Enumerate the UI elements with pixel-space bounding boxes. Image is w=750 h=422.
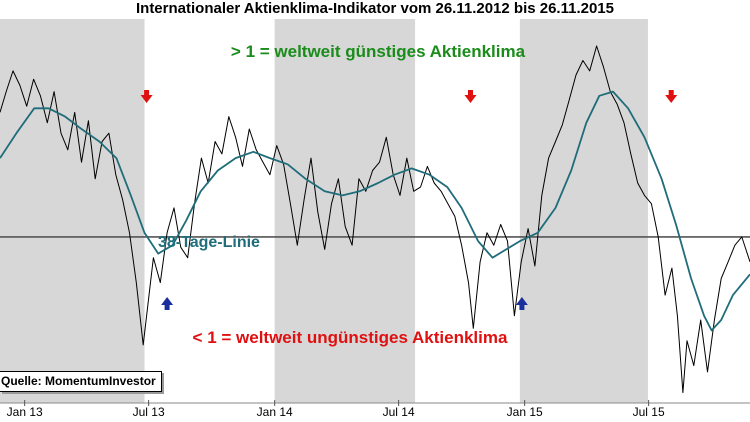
sell-signal-arrow-2 [464,90,477,103]
sell-signal-arrow-1 [140,90,153,103]
moving-average-line [0,90,750,332]
sell-signal-arrow-3 [665,90,678,103]
annotation-bottom: < 1 = weltweit ungünstiges Aktienklima [193,328,508,347]
tick-label-4: Jul 14 [383,405,415,419]
shaded-periods [0,19,648,403]
chart-title: Internationaler Aktienklima-Indikator vo… [135,0,614,17]
annotation-top: > 1 = weltweit günstiges Aktienklima [231,42,526,61]
tick-label-2: Jul 13 [133,405,165,419]
buy-signal-arrow-4 [161,297,174,310]
tick-label-5: Jan 15 [507,405,543,419]
tick-label-6: Jul 15 [633,405,665,419]
tick-label-3: Jan 14 [257,405,293,419]
indicator-line [0,45,750,394]
buy-signal-arrow-5 [515,297,528,310]
source-label: Quelle: MomentumInvestor [0,371,162,392]
shaded-period-2 [274,19,416,403]
tick-label-1: Jan 13 [7,405,43,419]
markers [140,90,678,310]
series-group [0,45,750,394]
shaded-period-1 [0,19,145,403]
annotations: > 1 = weltweit günstiges Aktienklima 38-T… [158,42,526,347]
shaded-period-3 [519,19,648,403]
x-ticks: Jan 13 Jul 13 Jan 14 Jul 14 Jan 15 Jul 15 [7,400,665,419]
annotation-mid: 38-Tage-Linie [158,234,260,251]
